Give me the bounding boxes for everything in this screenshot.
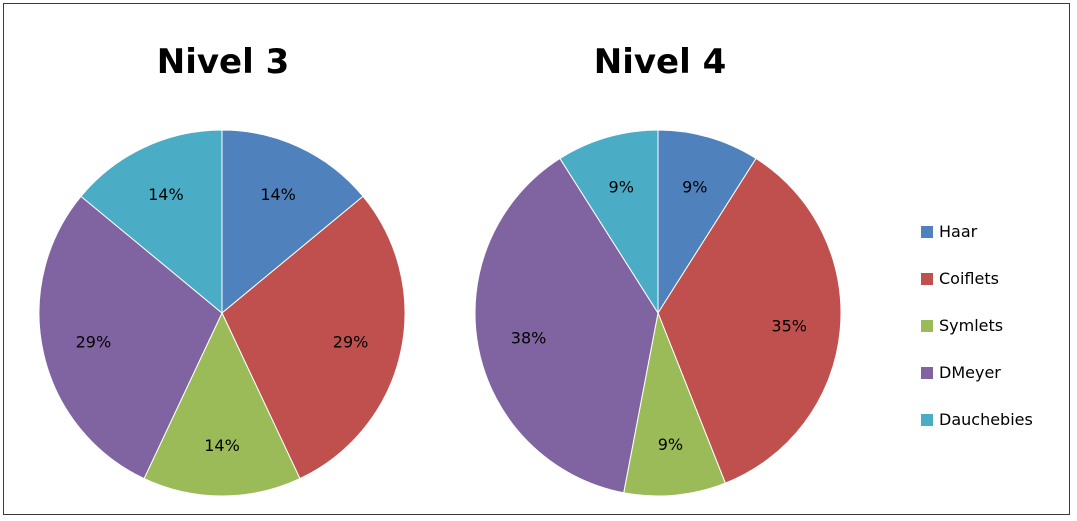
legend-item-symlets: Symlets [921, 302, 1033, 349]
pie-slice-haar [221, 129, 364, 315]
data-label: 9% [682, 177, 707, 196]
legend-swatch [921, 225, 933, 238]
legend-item-haar: Haar [921, 208, 1033, 255]
legend-item-dauchebies: Dauchebies [921, 396, 1033, 443]
pie-slice-symlets [143, 311, 301, 497]
data-label: 29% [333, 333, 369, 352]
legend-swatch [921, 413, 933, 426]
chart-title-nivel-3: Nivel 3 [156, 42, 290, 82]
data-label: 35% [771, 316, 807, 335]
data-label: 9% [658, 435, 683, 454]
pie-slice-coiflets [657, 157, 842, 484]
legend-item-coiflets: Coiflets [921, 255, 1033, 302]
pie-slice-haar [657, 129, 757, 315]
legend-swatch [921, 272, 933, 285]
legend-label: DMeyer [939, 363, 1001, 382]
data-label: 29% [76, 333, 112, 352]
data-label: 14% [260, 185, 296, 204]
pie-slice-dmeyer [474, 157, 659, 494]
data-label: 14% [148, 185, 184, 204]
legend: Haar Coiflets Symlets DMeyer Dauchebies [921, 208, 1033, 443]
data-label: 38% [511, 329, 547, 348]
legend-label: Haar [939, 222, 978, 241]
legend-swatch [921, 366, 933, 379]
pie-slice-dauchebies [80, 129, 223, 315]
chart-title-nivel-4: Nivel 4 [593, 42, 727, 82]
legend-swatch [921, 319, 933, 332]
pie-slice-symlets [623, 311, 727, 497]
pie-slice-dauchebies [559, 129, 659, 315]
data-label: 14% [204, 436, 240, 455]
pie-slice-coiflets [221, 195, 406, 480]
pie-slice-dmeyer [38, 195, 223, 480]
legend-label: Symlets [939, 316, 1004, 335]
legend-label: Dauchebies [939, 410, 1033, 429]
data-label: 9% [609, 177, 634, 196]
legend-label: Coiflets [939, 269, 999, 288]
legend-item-dmeyer: DMeyer [921, 349, 1033, 396]
